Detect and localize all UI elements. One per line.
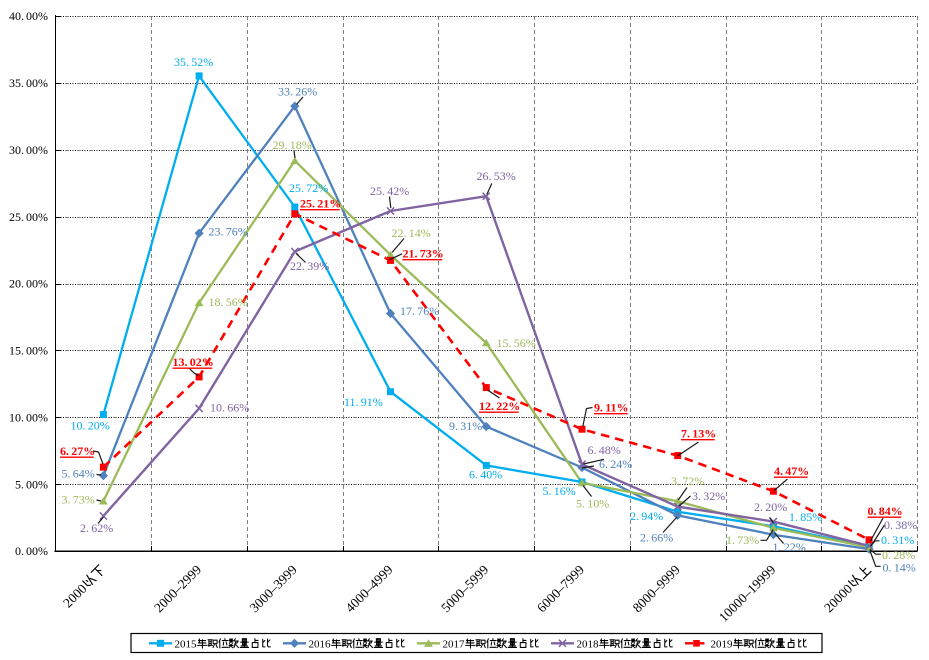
svg-text:21.73%: 21. 73% (403, 247, 444, 261)
svg-text:2018: 2018 (577, 638, 600, 650)
svg-text:40.00%: 40. 00% (9, 9, 48, 23)
svg-text:25.42%: 25. 42% (370, 184, 409, 198)
svg-text:12.22%: 12. 22% (479, 399, 520, 413)
svg-text:22.14%: 22. 14% (392, 226, 431, 240)
svg-text:35.52%: 35. 52% (174, 55, 213, 69)
svg-text:33.26%: 33. 26% (278, 85, 317, 99)
svg-text:0.84%: 0. 84% (868, 504, 903, 518)
svg-text:20.00%: 20. 00% (9, 277, 48, 291)
svg-text:10.66%: 10. 66% (210, 401, 249, 415)
svg-text:11.91%: 11. 91% (344, 395, 383, 409)
svg-text:2.94%: 2. 94% (630, 509, 663, 523)
svg-text:1.22%: 1. 22% (773, 540, 806, 554)
svg-text:2.20%: 2. 20% (754, 500, 787, 514)
svg-text:26.53%: 26. 53% (477, 169, 516, 183)
svg-text:5.16%: 5. 16% (543, 484, 576, 498)
svg-text:23.76%: 23. 76% (209, 225, 248, 239)
svg-text:0.14%: 0. 14% (883, 561, 916, 575)
svg-text:25.21%: 25. 21% (300, 197, 341, 211)
svg-text:2015: 2015 (175, 638, 198, 650)
svg-text:1.85%: 1. 85% (789, 510, 822, 524)
svg-text:6.24%: 6. 24% (599, 457, 632, 471)
svg-text:6.27%: 6. 27% (60, 444, 95, 458)
svg-text:13.02%: 13. 02% (173, 355, 214, 369)
svg-text:5.10%: 5. 10% (576, 497, 609, 511)
svg-text:2019: 2019 (711, 638, 734, 650)
svg-text:2016: 2016 (309, 638, 332, 650)
svg-text:18.56%: 18. 56% (209, 295, 248, 309)
svg-text:10.00%: 10. 00% (9, 410, 48, 424)
svg-text:17.76%: 17. 76% (400, 304, 439, 318)
svg-text:0.00%: 0. 00% (15, 544, 48, 558)
svg-text:29.18%: 29. 18% (273, 138, 312, 152)
svg-text:6.48%: 6. 48% (588, 443, 621, 457)
svg-text:3.72%: 3. 72% (671, 474, 704, 488)
svg-text:22.39%: 22. 39% (290, 259, 329, 273)
svg-text:0.28%: 0. 28% (882, 548, 915, 562)
svg-text:25.72%: 25. 72% (289, 181, 328, 195)
svg-text:6.40%: 6. 40% (469, 468, 502, 482)
svg-text:0.31%: 0. 31% (881, 533, 914, 547)
svg-text:10.20%: 10. 20% (71, 419, 110, 433)
svg-text:9.11%: 9. 11% (594, 401, 629, 415)
svg-text:1.73%: 1. 73% (726, 533, 759, 547)
svg-text:4.47%: 4. 47% (774, 464, 809, 478)
svg-text:15.56%: 15. 56% (497, 336, 536, 350)
svg-text:5.00%: 5. 00% (15, 477, 48, 491)
svg-text:2.62%: 2. 62% (80, 521, 113, 535)
svg-text:3.32%: 3. 32% (692, 489, 725, 503)
svg-text:2017: 2017 (443, 638, 466, 650)
svg-text:9.31%: 9. 31% (449, 419, 482, 433)
svg-text:35.00%: 35. 00% (9, 76, 48, 90)
svg-text:2.66%: 2. 66% (640, 531, 673, 545)
svg-text:7.13%: 7. 13% (681, 427, 716, 441)
svg-text:15.00%: 15. 00% (9, 344, 48, 358)
svg-text:0.38%: 0. 38% (884, 518, 917, 532)
svg-text:25.00%: 25. 00% (9, 210, 48, 224)
svg-text:30.00%: 30. 00% (9, 143, 48, 157)
svg-text:3.73%: 3. 73% (62, 493, 95, 507)
svg-text:5.64%: 5. 64% (62, 467, 95, 481)
